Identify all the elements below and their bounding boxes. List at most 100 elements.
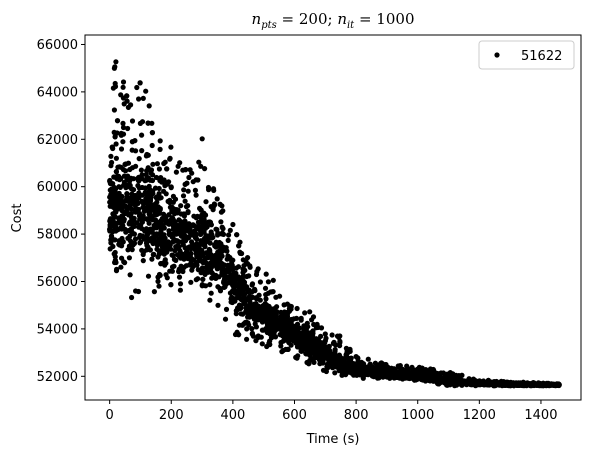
y-tick-label: 66000: [37, 38, 78, 53]
data-point: [136, 195, 142, 201]
data-point: [139, 172, 145, 178]
data-point: [470, 381, 476, 387]
data-point: [145, 273, 152, 279]
legend-label: 51622: [521, 49, 562, 64]
data-point: [214, 196, 220, 202]
data-point: [272, 334, 279, 340]
data-point: [120, 166, 126, 173]
data-point: [284, 301, 290, 307]
data-point: [140, 258, 146, 264]
x-axis-label: Time (s): [306, 432, 360, 447]
data-point: [170, 215, 176, 221]
data-point: [181, 211, 187, 217]
data-point: [149, 130, 155, 136]
data-point: [131, 222, 137, 228]
data-point: [222, 316, 229, 322]
data-point: [214, 261, 220, 267]
data-point: [396, 375, 402, 381]
data-point: [230, 275, 236, 281]
data-point: [124, 177, 130, 183]
data-point: [110, 85, 116, 91]
data-point: [206, 187, 212, 193]
data-point: [329, 332, 335, 338]
data-point: [197, 231, 204, 237]
data-point: [166, 228, 172, 234]
data-point: [157, 146, 163, 152]
data-point: [117, 184, 123, 190]
data-point: [131, 197, 137, 203]
data-point: [431, 377, 437, 383]
data-point: [154, 194, 160, 200]
data-point: [199, 265, 206, 271]
data-point: [457, 381, 463, 387]
data-point: [255, 266, 261, 272]
data-point: [176, 274, 183, 280]
data-point: [145, 152, 151, 158]
data-point: [244, 286, 250, 292]
data-point: [123, 208, 129, 214]
data-point: [489, 381, 495, 388]
data-point: [159, 244, 165, 250]
data-point: [218, 219, 224, 225]
data-point: [224, 248, 230, 254]
data-point: [524, 382, 530, 388]
data-point: [229, 288, 236, 294]
data-point: [198, 207, 204, 213]
data-point: [233, 270, 239, 276]
data-point: [216, 252, 223, 258]
data-point: [196, 159, 202, 165]
data-point: [291, 323, 298, 330]
data-point: [224, 256, 230, 262]
data-point: [184, 180, 190, 186]
x-tick-label: 1000: [401, 408, 434, 423]
data-point: [385, 371, 392, 377]
data-point: [544, 382, 550, 388]
data-point: [136, 206, 142, 212]
data-point: [122, 226, 128, 232]
data-point: [224, 274, 230, 280]
data-point: [149, 120, 155, 126]
data-point: [310, 343, 316, 349]
data-point: [301, 326, 307, 332]
data-point: [219, 248, 226, 254]
data-point: [164, 275, 170, 281]
data-point: [367, 361, 373, 367]
data-point: [245, 255, 251, 261]
data-point: [203, 225, 209, 231]
data-point: [325, 362, 331, 368]
data-point: [372, 371, 378, 377]
data-point: [193, 246, 199, 252]
data-point: [128, 226, 134, 232]
data-point: [187, 167, 193, 173]
data-point: [108, 233, 115, 239]
data-point: [332, 347, 338, 354]
data-point: [164, 166, 170, 172]
data-point: [207, 248, 213, 254]
data-point: [265, 319, 271, 326]
data-point: [139, 148, 145, 154]
data-point: [203, 220, 209, 227]
data-point: [198, 218, 204, 224]
data-point: [138, 222, 144, 228]
x-tick-label: 200: [159, 408, 184, 423]
data-point: [267, 308, 273, 314]
data-point: [234, 232, 240, 238]
data-point: [235, 264, 242, 270]
data-point: [108, 237, 114, 243]
data-point: [163, 214, 169, 220]
data-point: [219, 269, 225, 275]
data-point: [172, 196, 179, 202]
data-point: [232, 282, 238, 288]
data-point: [310, 356, 316, 362]
data-point: [253, 317, 259, 323]
data-point: [165, 198, 171, 204]
data-point: [211, 187, 217, 193]
data-point: [384, 367, 390, 373]
data-point: [113, 224, 119, 230]
data-point: [470, 377, 476, 383]
data-point: [129, 217, 135, 224]
data-point: [139, 184, 145, 191]
data-point: [251, 307, 257, 313]
data-point: [108, 153, 114, 159]
data-point: [146, 103, 152, 109]
